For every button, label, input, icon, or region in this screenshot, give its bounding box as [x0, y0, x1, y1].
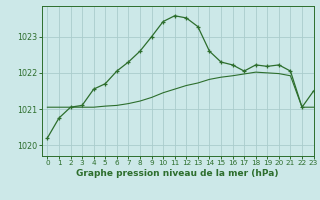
X-axis label: Graphe pression niveau de la mer (hPa): Graphe pression niveau de la mer (hPa) — [76, 169, 279, 178]
